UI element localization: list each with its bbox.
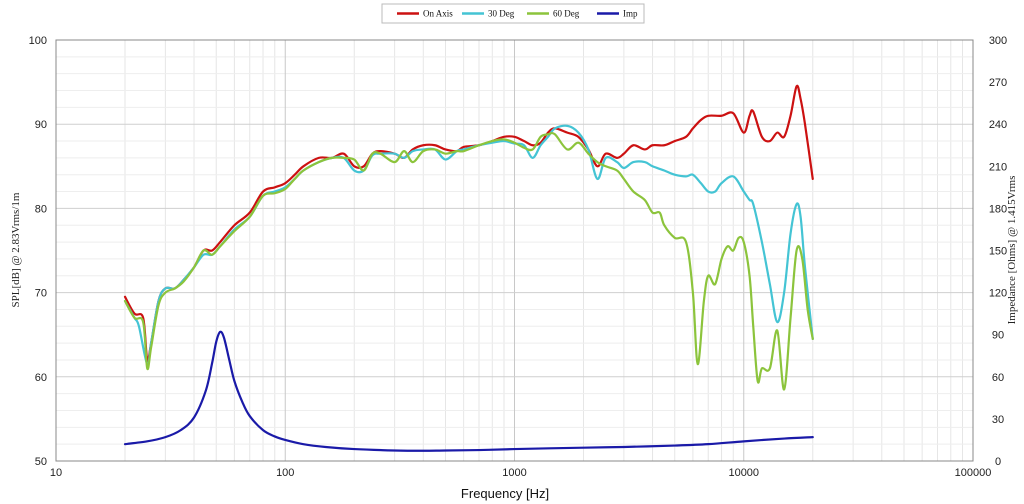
legend-label-60-deg: 60 Deg (553, 9, 580, 19)
x-tick-label: 10000 (728, 467, 759, 479)
y-right-tick-label: 0 (995, 456, 1001, 468)
x-tick-label: 1000 (502, 467, 526, 479)
y-right-tick-label: 150 (989, 246, 1007, 258)
x-axis-ticks: 10 100 1000 10000 100000 (50, 467, 991, 479)
x-tick-label: 10 (50, 467, 62, 479)
plot-frame (55, 39, 974, 462)
y-right-axis-ticks: 0 30 60 90 120 150 180 210 240 270 300 (989, 35, 1007, 468)
y-left-axis-label: SPL[dB] @ 2.83Vrms/1m (10, 192, 22, 307)
x-tick-label: 100 (276, 467, 294, 479)
y-right-tick-label: 30 (992, 414, 1004, 426)
y-right-axis-label: Impedance [Ohms] @ 1.415Vrms (1006, 176, 1018, 325)
y-right-tick-label: 60 (992, 372, 1004, 384)
legend-label-30-deg: 30 Deg (488, 9, 515, 19)
x-tick-label: 100000 (955, 467, 992, 479)
legend-label-on-axis: On Axis (423, 9, 453, 19)
y-right-tick-label: 90 (992, 330, 1004, 342)
series-line-on-axis (123, 84, 814, 362)
y-right-tick-label: 180 (989, 203, 1007, 215)
y-left-tick-label: 50 (35, 456, 47, 468)
series-layer (123, 84, 814, 452)
series-line-imp (123, 330, 814, 452)
y-right-tick-label: 210 (989, 161, 1007, 173)
legend: On Axis 30 Deg 60 Deg Imp (381, 3, 645, 24)
series-line-60-deg (123, 131, 814, 391)
y-right-tick-label: 120 (989, 288, 1007, 300)
y-left-tick-label: 60 (35, 372, 47, 384)
y-right-tick-label: 240 (989, 119, 1007, 131)
y-left-tick-label: 80 (35, 203, 47, 215)
y-left-tick-label: 90 (35, 119, 47, 131)
y-left-tick-label: 70 (35, 288, 47, 300)
y-left-axis-ticks: 50 60 70 80 90 100 (29, 35, 47, 468)
legend-label-imp: Imp (623, 9, 638, 19)
x-axis-label: Frequency [Hz] (461, 486, 549, 501)
y-left-tick-label: 100 (29, 35, 47, 47)
y-right-tick-label: 270 (989, 77, 1007, 89)
y-right-tick-label: 300 (989, 35, 1007, 47)
